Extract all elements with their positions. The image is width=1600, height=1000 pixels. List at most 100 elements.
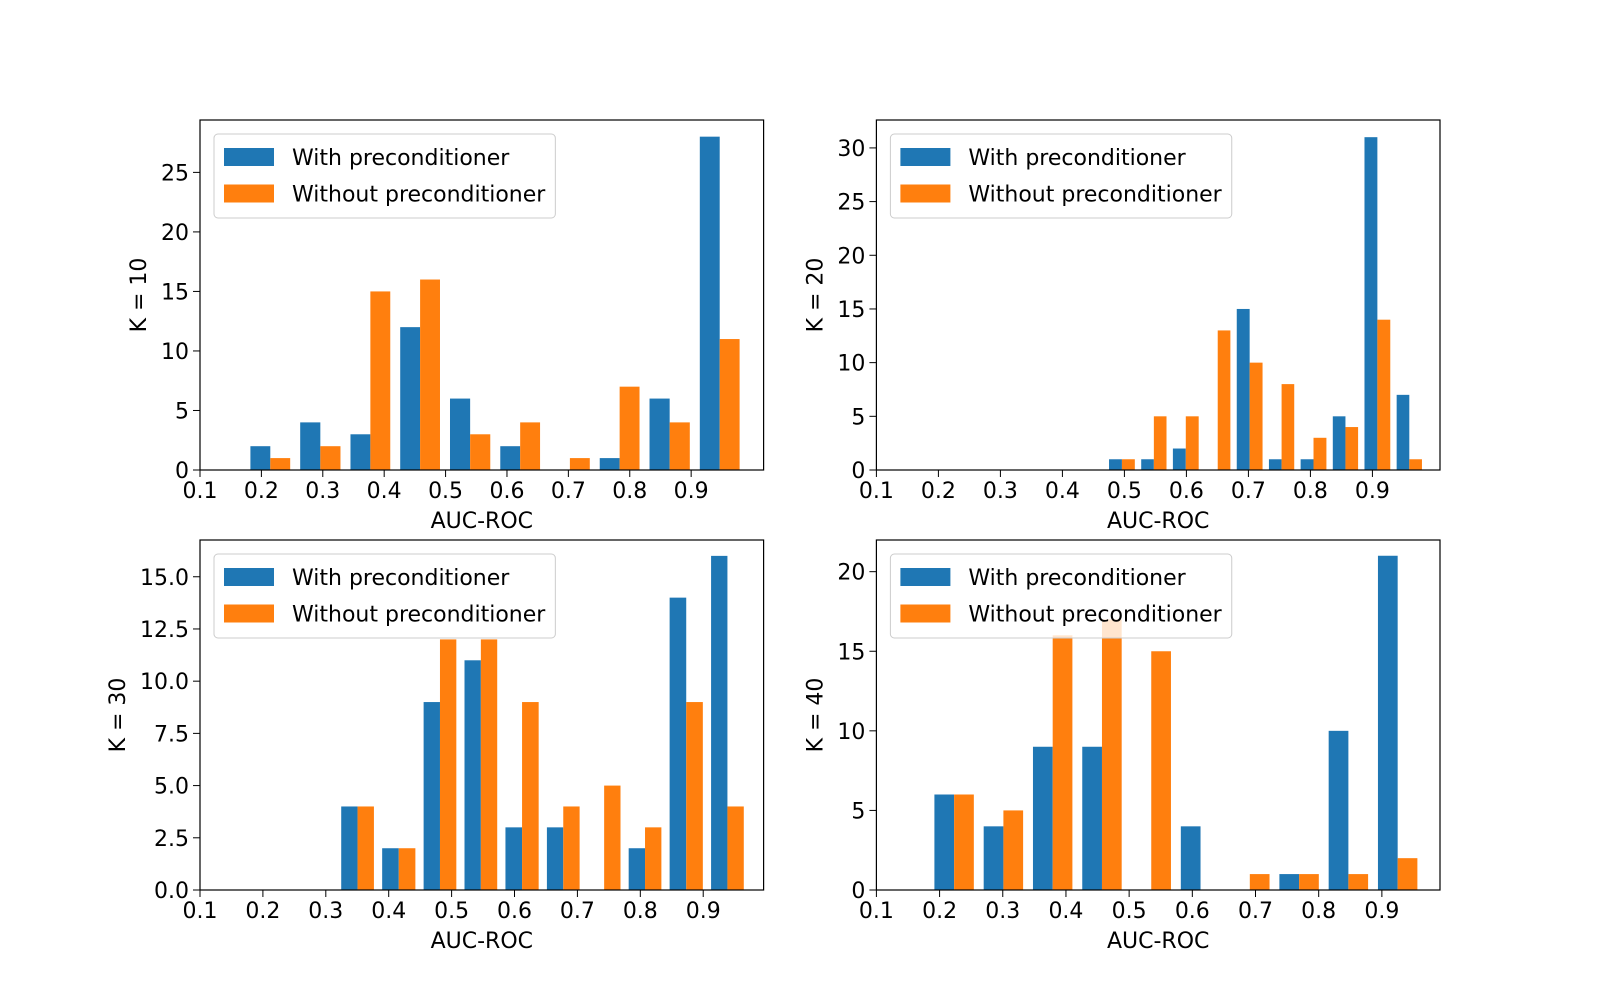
legend-swatch (224, 148, 274, 166)
bar (649, 398, 670, 470)
bar (270, 458, 291, 470)
legend-box (889, 553, 1233, 639)
bar (470, 434, 491, 470)
subplot: 0.1 0.2 0.3 0.4 0.5 0.6 0.7 0.8 0.9 0 5 10 15 20 25 AUC… (127, 119, 765, 534)
x-tick-label: 0.9 (1355, 479, 1390, 504)
bar (563, 806, 580, 890)
bar (711, 555, 728, 890)
legend-label: With preconditioner (292, 566, 510, 591)
bar (1141, 459, 1154, 470)
bar (423, 702, 440, 890)
y-tick-label: 5 (175, 399, 189, 424)
x-tick-label: 0.4 (1048, 899, 1083, 924)
bar (1249, 874, 1270, 890)
bar (1082, 746, 1102, 890)
y-tick-label: 5 (851, 405, 865, 430)
bar (1345, 427, 1359, 470)
bar (1364, 137, 1378, 470)
bar (1377, 319, 1391, 470)
bar (1281, 384, 1295, 470)
x-tick-label: 0.2 (922, 899, 957, 924)
y-tick-label: 25 (837, 191, 865, 216)
legend-swatch (224, 184, 274, 203)
legend-box (889, 133, 1233, 219)
bar (1313, 437, 1327, 470)
y-tick-label: 10 (837, 352, 865, 377)
bar (699, 136, 720, 470)
y-tick-label: 10 (161, 340, 189, 365)
x-tick-label: 0.3 (983, 479, 1018, 504)
axes-frame (875, 119, 1441, 471)
bar (341, 806, 358, 890)
x-tick-label: 0.5 (428, 479, 463, 504)
bar (505, 827, 523, 890)
y-axis-label: K = 20 (803, 258, 828, 333)
legend-swatch (224, 604, 274, 623)
axes-frame (875, 539, 1441, 891)
y-tick-label: 12.5 (140, 618, 189, 643)
y-tick-label: 10 (837, 720, 865, 745)
bar (1348, 874, 1369, 890)
bar (619, 386, 640, 470)
y-tick-label: 0 (851, 459, 865, 484)
x-axis-label: AUC-ROC (431, 509, 533, 534)
y-tick-label: 20 (837, 561, 865, 586)
x-tick-label: 0.2 (244, 479, 279, 504)
legend-swatch (224, 568, 274, 586)
bar (1299, 874, 1319, 890)
y-tick-label: 2.5 (154, 827, 189, 852)
bar (1249, 362, 1263, 470)
x-tick-label: 0.7 (1238, 899, 1273, 924)
x-tick-label: 0.1 (859, 899, 894, 924)
y-tick-label: 15 (837, 640, 865, 665)
bar (1279, 874, 1300, 890)
x-axis-label: AUC-ROC (1107, 929, 1209, 954)
bar (645, 827, 662, 890)
y-tick-label: 5 (851, 799, 865, 824)
x-tick-label: 0.1 (183, 479, 218, 504)
legend-swatch (900, 604, 951, 623)
x-tick-label: 0.5 (434, 899, 469, 924)
x-tick-label: 0.6 (1169, 479, 1204, 504)
y-axis-label: K = 10 (127, 258, 152, 333)
bar (1109, 459, 1122, 470)
bar (599, 458, 620, 470)
bar (1409, 459, 1422, 470)
bar (1217, 330, 1231, 470)
legend: With preconditioner Without preconditione… (213, 133, 556, 219)
y-tick-label: 30 (837, 137, 865, 162)
bar (522, 702, 539, 890)
bar (546, 827, 564, 890)
bar (1236, 308, 1250, 470)
x-axis-label: AUC-ROC (1107, 509, 1209, 534)
bar (569, 458, 590, 470)
y-tick-label: 25 (161, 161, 189, 186)
x-tick-label: 0.9 (1364, 899, 1399, 924)
subplot: 0.1 0.2 0.3 0.4 0.5 0.6 0.7 0.8 0.9 0 5 10 15 20 AUC-R… (803, 539, 1441, 954)
legend-swatch (900, 184, 951, 203)
bar (1052, 635, 1073, 890)
y-tick-label: 7.5 (154, 722, 189, 747)
legend-label: Without preconditioner (292, 603, 546, 628)
legend-label: Without preconditioner (292, 183, 546, 208)
y-tick-label: 10.0 (140, 670, 189, 695)
y-axis-label: K = 30 (106, 678, 131, 753)
bar (1185, 416, 1199, 470)
bar (1377, 555, 1398, 890)
bar (1396, 394, 1410, 470)
x-tick-label: 0.1 (183, 899, 218, 924)
bar (1153, 416, 1167, 470)
bar (464, 660, 481, 890)
bar (628, 848, 646, 890)
bar (500, 446, 521, 470)
x-tick-label: 0.3 (308, 899, 343, 924)
bar (350, 434, 371, 470)
bar (357, 806, 374, 890)
bar (1180, 826, 1201, 890)
bar (669, 422, 690, 470)
bar (420, 279, 440, 470)
x-tick-label: 0.5 (1107, 479, 1142, 504)
x-tick-label: 0.7 (1231, 479, 1266, 504)
x-tick-label: 0.8 (1301, 899, 1336, 924)
